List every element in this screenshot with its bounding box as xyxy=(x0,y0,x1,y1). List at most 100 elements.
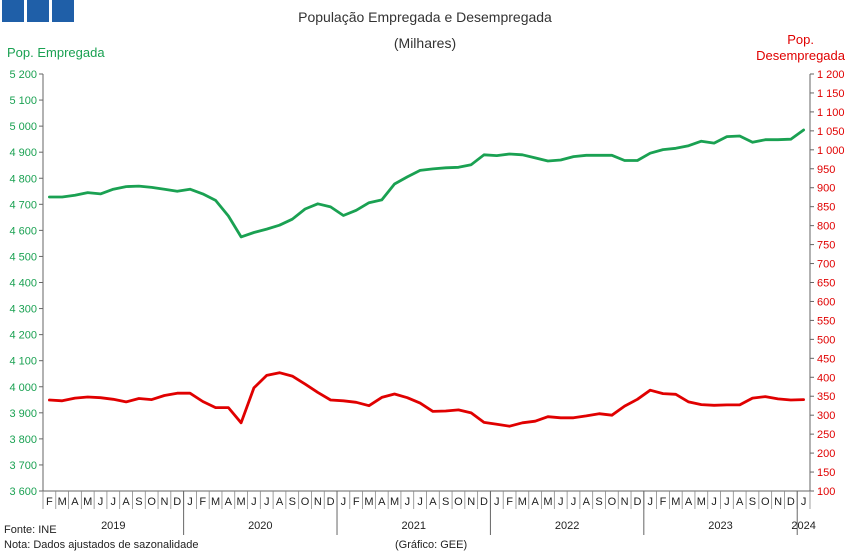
month-label: D xyxy=(633,496,641,508)
month-label: O xyxy=(301,496,310,508)
month-label: S xyxy=(135,496,142,508)
logo-square-2 xyxy=(27,0,49,22)
month-label: A xyxy=(71,496,79,508)
right-tick-label: 600 xyxy=(817,296,835,308)
right-tick-label: 400 xyxy=(817,372,835,384)
month-label: M xyxy=(83,496,92,508)
month-label: A xyxy=(429,496,437,508)
month-label: S xyxy=(595,496,602,508)
month-label: O xyxy=(147,496,156,508)
right-tick-label: 100 xyxy=(817,486,835,498)
month-label: S xyxy=(749,496,756,508)
right-tick-label: 850 xyxy=(817,202,835,214)
month-label: J xyxy=(187,496,193,508)
left-tick-label: 4 100 xyxy=(9,356,37,368)
right-tick-label: 200 xyxy=(817,448,835,460)
month-label: F xyxy=(506,496,513,508)
right-axis-label-line2: Desempregada xyxy=(756,48,845,63)
month-label: J xyxy=(558,496,564,508)
month-label: D xyxy=(787,496,795,508)
month-label: J xyxy=(724,496,730,508)
right-tick-label: 950 xyxy=(817,164,835,176)
month-label: N xyxy=(774,496,782,508)
chart-title: População Empregada e Desempregada xyxy=(298,9,552,25)
month-label: F xyxy=(353,496,360,508)
left-tick-label: 5 000 xyxy=(9,121,37,133)
right-tick-label: 800 xyxy=(817,221,835,233)
month-label: A xyxy=(122,496,130,508)
left-tick-label: 5 100 xyxy=(9,95,37,107)
year-label: 2023 xyxy=(708,520,732,532)
left-tick-label: 4 600 xyxy=(9,225,37,237)
month-label: S xyxy=(442,496,449,508)
year-label: 2020 xyxy=(248,520,272,532)
month-label: M xyxy=(697,496,706,508)
month-label: A xyxy=(583,496,591,508)
right-tick-label: 1 200 xyxy=(817,69,845,81)
month-label: J xyxy=(711,496,717,508)
right-tick-label: 650 xyxy=(817,278,835,290)
right-tick-label: 1 000 xyxy=(817,145,845,157)
month-label: F xyxy=(199,496,206,508)
right-tick-label: 700 xyxy=(817,259,835,271)
month-label: N xyxy=(314,496,322,508)
left-tick-label: 4 900 xyxy=(9,147,37,159)
series-line-desempregada xyxy=(48,371,805,428)
month-label: J xyxy=(341,496,347,508)
logo-square-1 xyxy=(2,0,24,22)
month-label: J xyxy=(251,496,257,508)
month-label: M xyxy=(211,496,220,508)
right-tick-label: 300 xyxy=(817,410,835,422)
month-label: M xyxy=(364,496,373,508)
month-label: A xyxy=(378,496,386,508)
month-label: M xyxy=(543,496,552,508)
month-label: A xyxy=(736,496,744,508)
month-label: A xyxy=(685,496,693,508)
right-tick-label: 150 xyxy=(817,467,835,479)
month-label: D xyxy=(480,496,488,508)
right-tick-label: 1 050 xyxy=(817,126,845,138)
month-label: J xyxy=(494,496,500,508)
month-label: J xyxy=(405,496,411,508)
logo-square-3 xyxy=(52,0,74,22)
month-label: J xyxy=(571,496,577,508)
series-line-empregada xyxy=(48,128,805,239)
month-label: J xyxy=(98,496,104,508)
right-axis-label-line1: Pop. xyxy=(787,32,814,47)
left-tick-label: 5 200 xyxy=(9,69,37,81)
month-label: F xyxy=(660,496,667,508)
year-label: 2022 xyxy=(555,520,579,532)
month-label: F xyxy=(46,496,53,508)
month-label: M xyxy=(518,496,527,508)
left-tick-label: 3 600 xyxy=(9,486,37,498)
chart-subtitle: (Milhares) xyxy=(393,35,457,51)
chart-credit: (Gráfico: GEE) xyxy=(395,539,468,551)
month-label: D xyxy=(173,496,181,508)
left-tick-label: 4 500 xyxy=(9,251,37,263)
month-label: A xyxy=(276,496,284,508)
right-tick-label: 750 xyxy=(817,240,835,252)
right-tick-label: 500 xyxy=(817,334,835,346)
month-label: A xyxy=(531,496,539,508)
month-label: J xyxy=(647,496,653,508)
left-tick-label: 4 200 xyxy=(9,330,37,342)
right-tick-label: 350 xyxy=(817,391,835,403)
month-label: O xyxy=(454,496,463,508)
month-label: J xyxy=(417,496,423,508)
year-label: 2021 xyxy=(401,520,425,532)
adjustment-note: Nota: Dados ajustados de sazonalidade xyxy=(4,539,199,551)
month-label: M xyxy=(390,496,399,508)
left-tick-label: 4 300 xyxy=(9,304,37,316)
month-label: M xyxy=(237,496,246,508)
month-label: S xyxy=(289,496,296,508)
month-label: N xyxy=(467,496,475,508)
month-label: J xyxy=(264,496,270,508)
left-tick-label: 4 800 xyxy=(9,173,37,185)
month-label: D xyxy=(327,496,335,508)
right-tick-label: 250 xyxy=(817,429,835,441)
right-tick-label: 1 100 xyxy=(817,107,845,119)
left-tick-label: 3 700 xyxy=(9,460,37,472)
year-label: 2024 xyxy=(791,520,815,532)
right-tick-label: 900 xyxy=(817,183,835,195)
